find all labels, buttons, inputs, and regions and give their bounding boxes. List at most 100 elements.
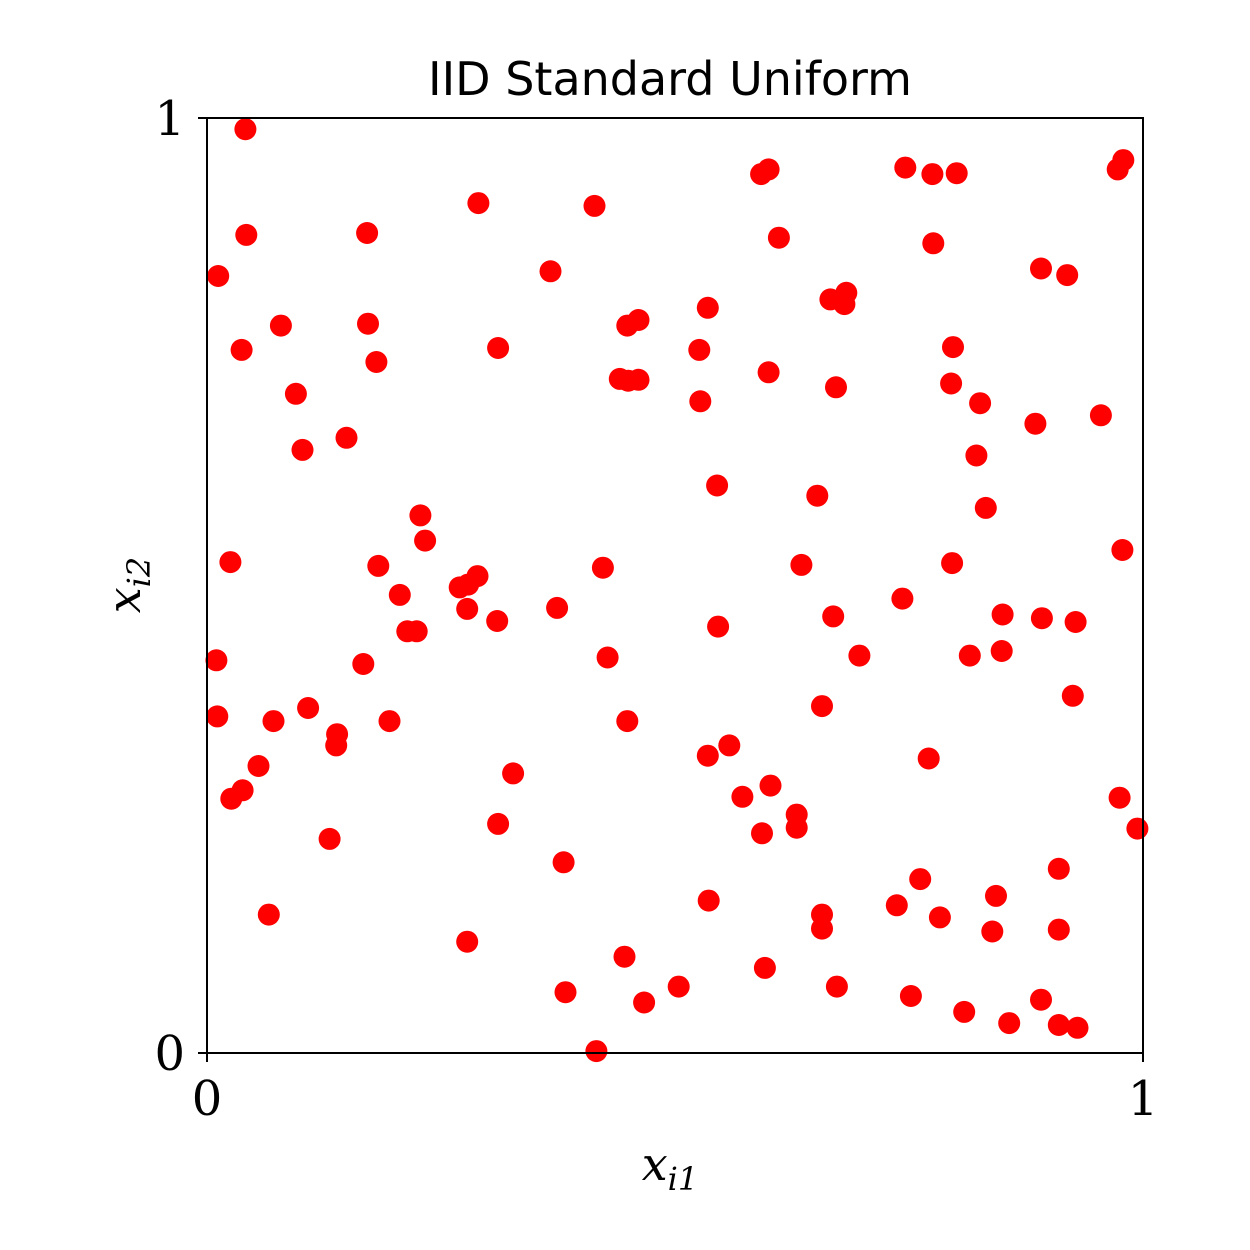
scatter-point xyxy=(219,551,242,574)
scatter-point xyxy=(990,640,1013,662)
scatter-point xyxy=(811,917,833,940)
scatter-point xyxy=(1047,857,1070,880)
scatter-point xyxy=(785,816,808,839)
scatter-point xyxy=(1112,149,1135,172)
scatter-point xyxy=(486,610,509,632)
x-tick-label: 1 xyxy=(1128,1071,1159,1127)
scatter-point xyxy=(991,603,1014,626)
x-tick-label: 0 xyxy=(192,1071,223,1127)
scatter-point xyxy=(917,747,940,770)
scatter-point xyxy=(1111,539,1134,561)
scatter-point xyxy=(613,945,636,968)
scatter-point xyxy=(388,583,411,606)
points-layer xyxy=(205,118,1149,1063)
scatter-point xyxy=(811,695,833,718)
scatter-point xyxy=(466,565,489,588)
scatter-point xyxy=(409,504,432,527)
scatter-point xyxy=(318,827,341,850)
scatter-point xyxy=(627,368,650,391)
scatter-point xyxy=(546,596,569,619)
scatter-point xyxy=(554,981,577,1004)
scatter-point xyxy=(825,975,848,998)
scatter-point xyxy=(942,336,964,359)
ticks-layer: 0 1 0 1 xyxy=(154,91,1158,1127)
scatter-point xyxy=(909,868,932,891)
scatter-point xyxy=(552,851,575,874)
scatter-point xyxy=(1024,412,1047,435)
scatter-point xyxy=(583,194,606,217)
scatter-point xyxy=(367,554,390,577)
x-axis-label-subscript: i1 xyxy=(668,1160,699,1198)
scatter-point xyxy=(928,906,951,929)
scatter-point xyxy=(414,529,437,552)
scatter-point xyxy=(1056,264,1079,287)
scatter-point xyxy=(616,710,639,733)
scatter-point xyxy=(899,985,922,1007)
scatter-point xyxy=(825,376,847,399)
scatter-point xyxy=(207,265,230,287)
scatter-point xyxy=(297,697,320,719)
scatter-point xyxy=(467,192,490,215)
scatter-point xyxy=(822,605,845,628)
scatter-point xyxy=(325,734,348,757)
scatter-point xyxy=(487,812,510,835)
scatter-point xyxy=(357,312,379,335)
scatter-point xyxy=(922,232,945,255)
scatter-point xyxy=(806,484,829,507)
scatter-point xyxy=(1089,404,1112,427)
scatter-point xyxy=(291,438,314,461)
scatter-point xyxy=(257,903,280,926)
y-axis-label: xi2 xyxy=(97,557,158,614)
scatter-point xyxy=(269,314,292,337)
scatter-point xyxy=(753,956,776,979)
scatter-point xyxy=(487,337,510,359)
y-axis-label-subscript: i2 xyxy=(120,557,158,588)
scatter-point xyxy=(751,822,773,845)
y-tick-label: 0 xyxy=(154,1026,185,1082)
scatter-point xyxy=(356,222,379,244)
scatter-point xyxy=(247,755,270,777)
scatter-point xyxy=(585,1040,608,1063)
scatter-point xyxy=(235,223,258,246)
scatter-point xyxy=(688,338,711,361)
y-axis-label-main: x xyxy=(97,587,151,613)
scatter-point xyxy=(921,163,944,186)
x-axis-label: xi1 xyxy=(642,1137,699,1198)
scatter-point xyxy=(707,615,730,638)
scatter-point xyxy=(894,156,917,179)
scatter-point xyxy=(697,889,720,912)
scatter-point xyxy=(230,338,253,361)
chart-title: IID Standard Uniform xyxy=(428,52,912,106)
scatter-point xyxy=(633,991,656,1014)
scatter-point xyxy=(1047,918,1070,941)
scatter-point xyxy=(985,884,1007,907)
scatter-point xyxy=(981,920,1004,943)
scatter-point xyxy=(1108,786,1131,809)
scatter-point xyxy=(284,382,307,405)
scatter-point xyxy=(696,744,719,767)
scatter-point xyxy=(378,710,401,733)
scatter-point xyxy=(352,653,375,675)
y-tick-label: 1 xyxy=(154,91,185,147)
scatter-point xyxy=(790,553,813,576)
scatter-point xyxy=(1047,1014,1070,1036)
scatter-point xyxy=(885,894,908,917)
scatter-point xyxy=(456,930,479,953)
scatter-point xyxy=(262,710,285,733)
scatter-point xyxy=(940,372,963,395)
scatter-point xyxy=(220,787,243,810)
scatter-point xyxy=(945,162,968,185)
scatter-point xyxy=(974,496,997,519)
scatter-point xyxy=(757,361,780,384)
scatter-point xyxy=(539,260,562,283)
scatter-point xyxy=(998,1012,1021,1035)
scatter-point xyxy=(365,351,388,373)
scatter-point xyxy=(767,226,790,249)
plot-frame xyxy=(206,117,1144,1054)
scatter-point xyxy=(718,734,741,757)
scatter-point xyxy=(1061,684,1084,707)
scatter-point xyxy=(941,552,964,575)
scatter-point xyxy=(759,774,782,797)
scatter-point xyxy=(848,644,871,667)
